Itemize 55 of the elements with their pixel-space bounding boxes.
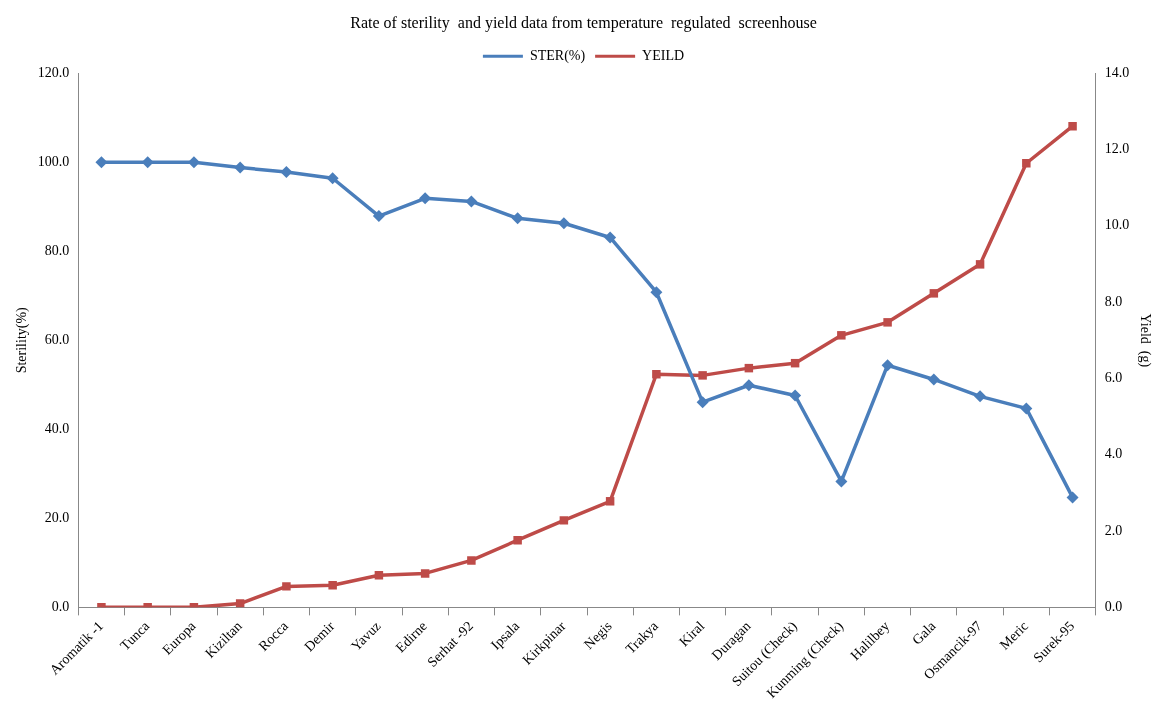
y2-tick-label: 0.0 [1104, 599, 1123, 615]
y-tick-label: 120.0 [37, 64, 70, 80]
point [883, 318, 892, 327]
point [326, 172, 339, 185]
legend-label: STER(%) [529, 47, 586, 64]
y2-tick-label: 14.0 [1104, 64, 1130, 80]
point [513, 535, 522, 545]
point [650, 286, 663, 299]
y2-tick-label: 2.0 [1104, 522, 1123, 538]
point [420, 569, 430, 578]
point [374, 571, 384, 580]
point [789, 389, 802, 402]
chart-title: Rate of sterility and yield data from temperature regulated screenhouse [350, 13, 817, 32]
point [837, 331, 846, 340]
y-tick-label: 60.0 [44, 331, 70, 347]
point [465, 195, 478, 208]
point [929, 289, 939, 298]
point [280, 166, 293, 179]
point [975, 260, 985, 269]
point [652, 370, 661, 379]
point [328, 580, 337, 590]
point [372, 210, 385, 223]
y2-tick-label: 10.0 [1104, 217, 1130, 233]
y2-tick-label: 4.0 [1104, 446, 1123, 462]
y2-tick-label: 12.0 [1104, 141, 1130, 157]
point [698, 371, 707, 380]
point [467, 556, 476, 565]
y-tick-label: 100.0 [37, 153, 70, 169]
point [1020, 402, 1033, 415]
point [282, 582, 291, 591]
y-tick-label: 80.0 [44, 242, 70, 258]
point [696, 396, 709, 409]
point [235, 599, 245, 608]
y2-tick-label: 8.0 [1104, 293, 1123, 309]
point [234, 161, 247, 174]
point [974, 390, 987, 403]
y-tick-label: 0.0 [51, 599, 70, 615]
legend-label: YEILD [642, 47, 685, 63]
point [559, 516, 569, 525]
point [557, 217, 570, 230]
point [511, 212, 524, 225]
y2-tick-label: 6.0 [1104, 370, 1123, 386]
point [604, 231, 617, 244]
point [1022, 159, 1031, 168]
point [1068, 121, 1077, 131]
point [927, 373, 940, 386]
y2-axis-title: Yield (g) [1136, 313, 1153, 368]
point [742, 379, 755, 392]
y-tick-label: 40.0 [44, 420, 70, 436]
point [835, 475, 848, 488]
y-tick-label: 20.0 [44, 510, 70, 526]
point [605, 497, 615, 506]
y-axis-title: Sterility(%) [14, 306, 31, 374]
point [1066, 491, 1079, 504]
point [881, 359, 894, 372]
